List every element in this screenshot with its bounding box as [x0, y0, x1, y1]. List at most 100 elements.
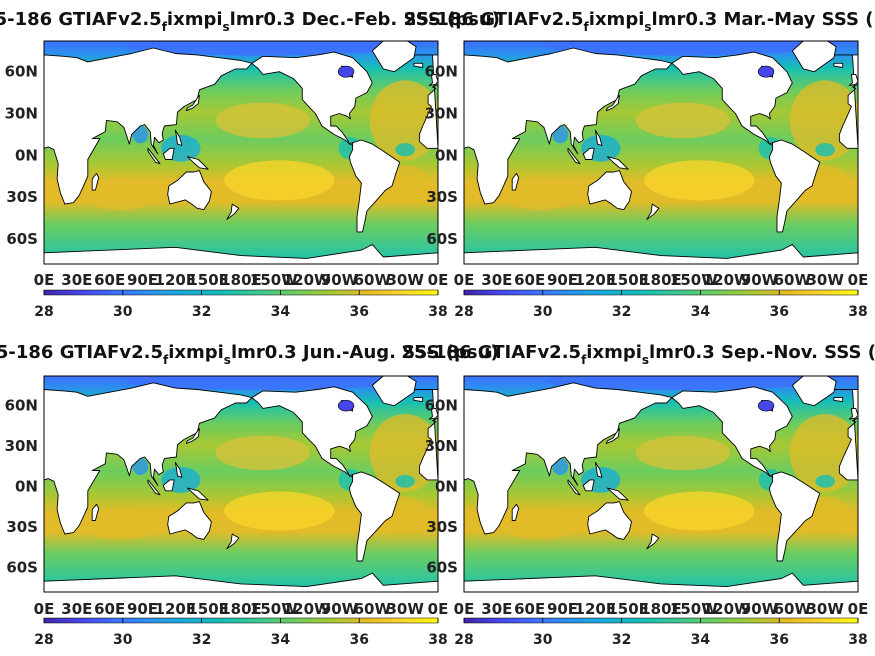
colorbar-tick-label: 38 — [848, 632, 867, 648]
x-tick-label: 90E — [127, 271, 158, 289]
land-europe-africa — [464, 382, 673, 535]
x-tick-label: 60W — [774, 271, 812, 289]
land-uk — [848, 407, 858, 420]
x-tick-label: 30E — [61, 271, 92, 289]
salinity-minimum-4 — [545, 376, 821, 391]
colorbar-tick-label: 34 — [691, 304, 711, 320]
y-tick-label: 30N — [425, 437, 458, 455]
panel-3: 25-186 GTIAFv2.5fixmpislmr0.3 Jun.-Aug. … — [0, 342, 499, 648]
land-madagascar — [91, 503, 100, 521]
y-tick-label: 0N — [435, 478, 458, 496]
land-indonesia — [567, 479, 581, 496]
x-tick-label: 90W — [741, 600, 779, 618]
map-area — [464, 41, 858, 264]
x-tick-label: 150W — [250, 271, 298, 289]
land-japan — [605, 428, 620, 444]
land-s-america — [768, 471, 821, 562]
colorbar-tick-label: 30 — [533, 632, 553, 648]
x-tick-label: 60E — [514, 271, 545, 289]
x-tick-label: 0E — [428, 271, 449, 289]
salinity-maximum-4 — [215, 435, 311, 471]
y-tick-label: 0N — [435, 146, 458, 164]
x-tick-label: 30E — [481, 271, 512, 289]
salinity-minimum-5 — [395, 143, 416, 157]
colorbar — [463, 289, 859, 296]
salinity-maximum-2 — [644, 160, 755, 201]
land-nz — [226, 533, 240, 550]
land-greenland — [371, 376, 417, 407]
land-australia — [167, 170, 212, 211]
x-tick-label: 0E — [34, 271, 55, 289]
hudson-bay — [757, 65, 775, 78]
salinity-maximum-2 — [224, 491, 335, 531]
x-tick-label: 30W — [806, 600, 844, 618]
colorbar-tick-label: 32 — [192, 304, 211, 320]
x-tick-label: 60E — [514, 600, 545, 618]
x-tick-label: 60E — [94, 600, 125, 618]
land-west-africa — [830, 389, 858, 481]
axes-frame — [463, 375, 859, 593]
land-s-america — [768, 139, 821, 233]
salinity-maximum-4 — [215, 102, 311, 139]
land-uk — [428, 73, 438, 87]
land-uk — [428, 407, 438, 420]
land-antarctica — [44, 244, 438, 264]
colorbar-tick-label: 36 — [769, 304, 788, 320]
y-tick-label: 30S — [426, 188, 458, 206]
colorbar-tick-label: 32 — [612, 304, 631, 320]
land-antarctica — [464, 244, 858, 264]
colorbar-tick-label: 28 — [34, 632, 53, 648]
land-newguinea — [186, 487, 209, 501]
axes-frame — [43, 40, 439, 265]
land-madagascar — [511, 503, 520, 521]
x-tick-label: 180E — [220, 271, 262, 289]
y-tick-label: 60N — [5, 397, 38, 415]
map-area — [464, 376, 858, 592]
salinity-minimum-5 — [815, 143, 836, 157]
x-tick-label: 120W — [703, 600, 751, 618]
land-nz — [646, 533, 660, 550]
x-tick-label: 30E — [481, 600, 512, 618]
x-tick-label: 0E — [428, 600, 449, 618]
colorbar-tick-label: 38 — [428, 304, 447, 320]
x-tick-label: 90E — [127, 600, 158, 618]
land-philippines — [174, 129, 183, 146]
salinity-minimum-4 — [545, 41, 821, 56]
x-tick-label: 30W — [386, 600, 424, 618]
land-iceland — [833, 62, 844, 68]
land-s-america — [348, 139, 401, 233]
land-iceland — [413, 397, 424, 403]
colorbar-tick-label: 32 — [612, 632, 631, 648]
land-newguinea — [606, 487, 629, 501]
x-tick-label: 150W — [670, 600, 718, 618]
land-indonesia — [567, 147, 581, 165]
x-tick-label: 120E — [575, 600, 617, 618]
axes-frame — [463, 40, 859, 265]
colorbar-tick-label: 34 — [271, 304, 291, 320]
land-greenland — [371, 41, 417, 73]
x-tick-label: 60E — [94, 271, 125, 289]
colorbar-tick-label: 34 — [271, 632, 291, 648]
x-tick-label: 120W — [283, 600, 331, 618]
x-tick-label: 90W — [321, 271, 359, 289]
x-tick-label: 0E — [848, 600, 869, 618]
hudson-bay — [337, 400, 355, 412]
salinity-maximum-3 — [501, 178, 581, 210]
land-antarctica — [44, 572, 438, 592]
land-madagascar — [511, 172, 520, 191]
salinity-minimum-5 — [395, 474, 416, 488]
x-tick-label: 90E — [547, 271, 578, 289]
x-tick-label: 150E — [607, 600, 649, 618]
x-tick-label: 0E — [848, 271, 869, 289]
x-tick-label: 180E — [640, 271, 682, 289]
colorbar-tick-label: 36 — [769, 632, 788, 648]
colorbar-tick-label: 36 — [349, 632, 368, 648]
land-newguinea — [186, 156, 209, 170]
land-europe-africa — [44, 47, 253, 205]
x-tick-label: 0E — [34, 600, 55, 618]
hudson-bay — [337, 65, 355, 78]
land-australia — [587, 501, 632, 540]
land-nz — [646, 203, 660, 220]
salinity-minimum-5 — [815, 474, 836, 488]
land-west-africa — [410, 389, 438, 481]
